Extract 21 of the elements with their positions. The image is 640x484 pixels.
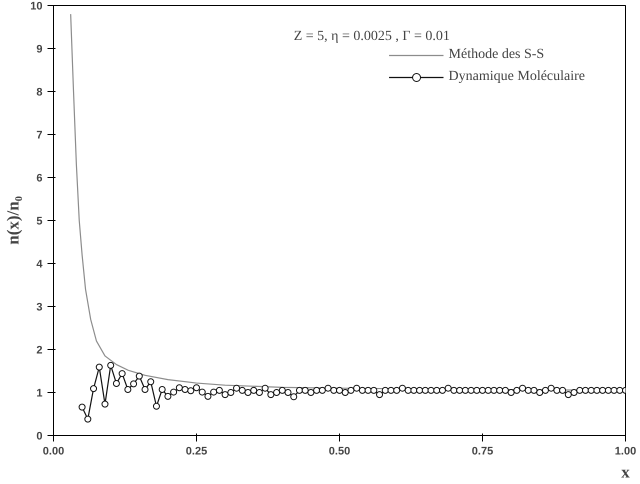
legend-label: Méthode des S-S — [448, 47, 544, 63]
y-tick-label: 5 — [36, 216, 43, 228]
x-tick-label: 0.75 — [472, 446, 494, 458]
y-tick-label: 9 — [36, 44, 43, 56]
y-tick-label: 0 — [36, 430, 43, 442]
x-tick-label: 0.50 — [328, 446, 350, 458]
annotation: Z = 5, η = 0.0025 , Γ = 0.01 — [294, 29, 450, 44]
y-axis-title: n(x)/n₀ — [3, 196, 22, 245]
y-tick-label: 4 — [36, 258, 44, 270]
y-tick-label: 3 — [36, 302, 43, 314]
y-tick-label: 10 — [30, 0, 43, 12]
x-tick-label: 0.25 — [186, 446, 208, 458]
legend-label: Dynamique Moléculaire — [448, 69, 585, 85]
y-tick-label: 1 — [36, 388, 43, 400]
x-tick-label: 0.00 — [42, 446, 64, 458]
y-tick-label: 8 — [36, 86, 43, 98]
x-axis-title: x — [621, 462, 630, 482]
y-tick-label: 7 — [36, 130, 43, 142]
y-tick-label: 6 — [36, 172, 43, 184]
y-tick-label: 2 — [36, 344, 43, 356]
x-tick-label: 1.00 — [614, 446, 636, 458]
